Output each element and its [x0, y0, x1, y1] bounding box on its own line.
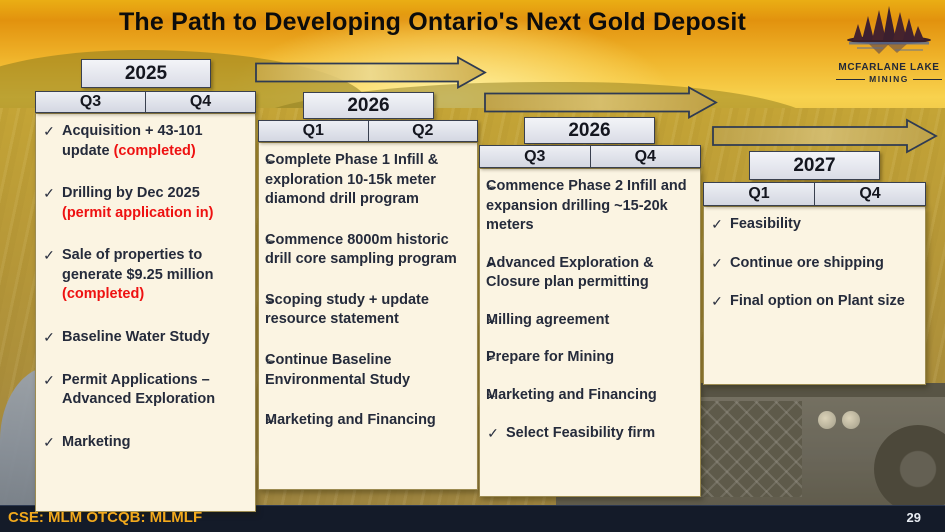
timeline-item-text: Permit Applications – Advanced Explorati… [62, 371, 216, 408]
company-logo: MCFARLANE LAKE MINING [836, 4, 943, 84]
quarter-cell: Q2 [368, 120, 478, 142]
timeline-item-text: Acquisition + 43-101 update (completed) [62, 123, 203, 159]
check-bullet-icon: ✓ [43, 185, 55, 202]
timeline-arrow-icon [712, 118, 938, 154]
timeline-item-text: Milling agreement [486, 311, 610, 328]
slide-title: The Path to Developing Ontario's Next Go… [118, 8, 747, 36]
page-number: 29 [906, 510, 921, 525]
timeline-arrow-icon [255, 56, 487, 89]
quarter-cell: Q1 [258, 120, 369, 142]
quarter-header-row: Q3 Q4 [479, 145, 701, 168]
arrow-bullet-icon: ➢ [486, 180, 497, 194]
year-header-2026-h2: 2026 [524, 117, 655, 144]
timeline-item: ✓ Permit Applications – Advanced Explorat… [42, 371, 250, 410]
timeline-item: ➢ Marketing and Financing [265, 411, 472, 431]
check-bullet-icon: ✓ [711, 216, 723, 232]
timeline-item: ➢ Milling agreement [486, 311, 695, 331]
timeline-item: ✓ Acquisition + 43-101 update (completed) [42, 122, 250, 161]
timeline-item: ✓ Select Feasibility firm [486, 424, 695, 444]
timeline-item: ✓ Sale of properties to generate $9.25 mi… [42, 246, 250, 305]
timeline-item: ✓ Final option on Plant size [710, 292, 920, 312]
arrow-bullet-icon: ➢ [486, 388, 497, 403]
check-bullet-icon: ✓ [711, 254, 723, 271]
timeline-item: ➢ Prepare for Mining [486, 348, 695, 368]
timeline-item: ✓ Marketing [42, 433, 250, 453]
footer-bar [0, 505, 945, 532]
timeline-item-text: Feasibility [730, 216, 801, 232]
quarter-cell: Q3 [35, 91, 146, 113]
timeline-item: ➢ Complete Phase 1 Infill & exploration 1… [265, 151, 472, 210]
milestone-list-2026-h1: ➢ Complete Phase 1 Infill & exploration 1… [258, 142, 478, 490]
arrow-bullet-icon: ➢ [265, 353, 276, 368]
milestone-list-2025: ✓ Acquisition + 43-101 update (completed)… [35, 113, 256, 512]
timeline-item: ➢ Commence Phase 2 Infill and expansion d… [486, 177, 695, 236]
timeline-item-text: Prepare for Mining [486, 349, 615, 366]
timeline-item: ✓ Drilling by Dec 2025 (permit applicatio… [42, 184, 250, 223]
arrow-bullet-icon: ➢ [265, 154, 276, 168]
check-bullet-icon: ✓ [43, 328, 55, 345]
timeline-item-text: Commence Phase 2 Infill and expansion dr… [486, 178, 687, 234]
timeline-item: ✓ Baseline Water Study [42, 328, 250, 348]
arrow-bullet-icon: ➢ [486, 351, 497, 366]
logo-subtitle: MINING [869, 74, 909, 84]
quarter-cell: Q4 [590, 145, 701, 168]
year-header-2025: 2025 [81, 59, 211, 88]
check-bullet-icon: ✓ [43, 123, 55, 139]
timeline-item-text: Select Feasibility firm [506, 424, 656, 441]
check-bullet-icon: ✓ [711, 293, 723, 310]
timeline-arrow-icon [484, 86, 718, 119]
milestone-list-2027: ✓ Feasibility ✓ Continue ore shipping ✓ Final… [703, 206, 926, 385]
quarter-header-row: Q3 Q4 [35, 91, 256, 113]
arrow-bullet-icon: ➢ [265, 233, 276, 248]
timeline-item: ➢ Continue Baseline Environmental Study [265, 351, 472, 390]
arrow-bullet-icon: ➢ [486, 313, 497, 328]
timeline-item-text: Complete Phase 1 Infill & exploration 10… [265, 152, 439, 208]
check-bullet-icon: ✓ [43, 247, 55, 264]
timeline-item: ➢ Scoping study + update resource stateme… [265, 291, 472, 330]
arrow-bullet-icon: ➢ [265, 293, 276, 308]
check-bullet-icon: ✓ [43, 371, 55, 388]
timeline-item: ✓ Feasibility [710, 215, 920, 235]
logo-subtitle-row: MINING [836, 74, 943, 84]
check-bullet-icon: ✓ [487, 424, 499, 441]
quarter-header-row: Q1 Q2 [258, 120, 478, 142]
arrow-bullet-icon: ➢ [486, 256, 497, 271]
quarter-cell: Q3 [479, 145, 591, 168]
timeline-item: ➢ Advanced Exploration & Closure plan per… [486, 254, 695, 293]
timeline-item-text: Baseline Water Study [62, 328, 210, 345]
quarter-cell: Q4 [146, 91, 256, 113]
timeline-item: ➢ Marketing and Financing [486, 386, 695, 406]
timeline-item-text: Continue ore shipping [730, 254, 884, 271]
timeline-item-text: Advanced Exploration & Closure plan perm… [486, 254, 654, 291]
trees-lake-icon [847, 6, 931, 54]
timeline-item: ✓ Continue ore shipping [710, 254, 920, 274]
timeline-item-text: Scoping study + update resource statemen… [265, 291, 429, 328]
year-header-2026-h1: 2026 [303, 92, 434, 119]
timeline-item: ➢ Commence 8000m historic drill core samp… [265, 231, 472, 270]
timeline-item-text: Commence 8000m historic drill core sampl… [265, 231, 457, 268]
quarter-cell: Q1 [703, 182, 815, 206]
timeline-item-text: Sale of properties to generate $9.25 mil… [62, 247, 214, 303]
timeline-item-text: Continue Baseline Environmental Study [265, 351, 411, 388]
timeline-item-text: Drilling by Dec 2025 (permit application… [62, 185, 214, 221]
timeline-item-text: Marketing [62, 433, 131, 450]
stock-ticker-text: CSE: MLM OTCQB: MLMLF [8, 509, 203, 526]
timeline-item-text: Marketing and Financing [486, 386, 657, 403]
milestone-list-2026-h2: ➢ Commence Phase 2 Infill and expansion d… [479, 168, 701, 497]
timeline-item-text: Final option on Plant size [730, 293, 905, 310]
logo-name: MCFARLANE LAKE [838, 62, 940, 73]
quarter-cell: Q4 [815, 182, 926, 206]
year-header-2027: 2027 [749, 151, 880, 180]
timeline-item-text: Marketing and Financing [265, 412, 436, 429]
arrow-bullet-icon: ➢ [265, 414, 276, 429]
check-bullet-icon: ✓ [43, 433, 55, 450]
quarter-header-row: Q1 Q4 [703, 182, 926, 206]
